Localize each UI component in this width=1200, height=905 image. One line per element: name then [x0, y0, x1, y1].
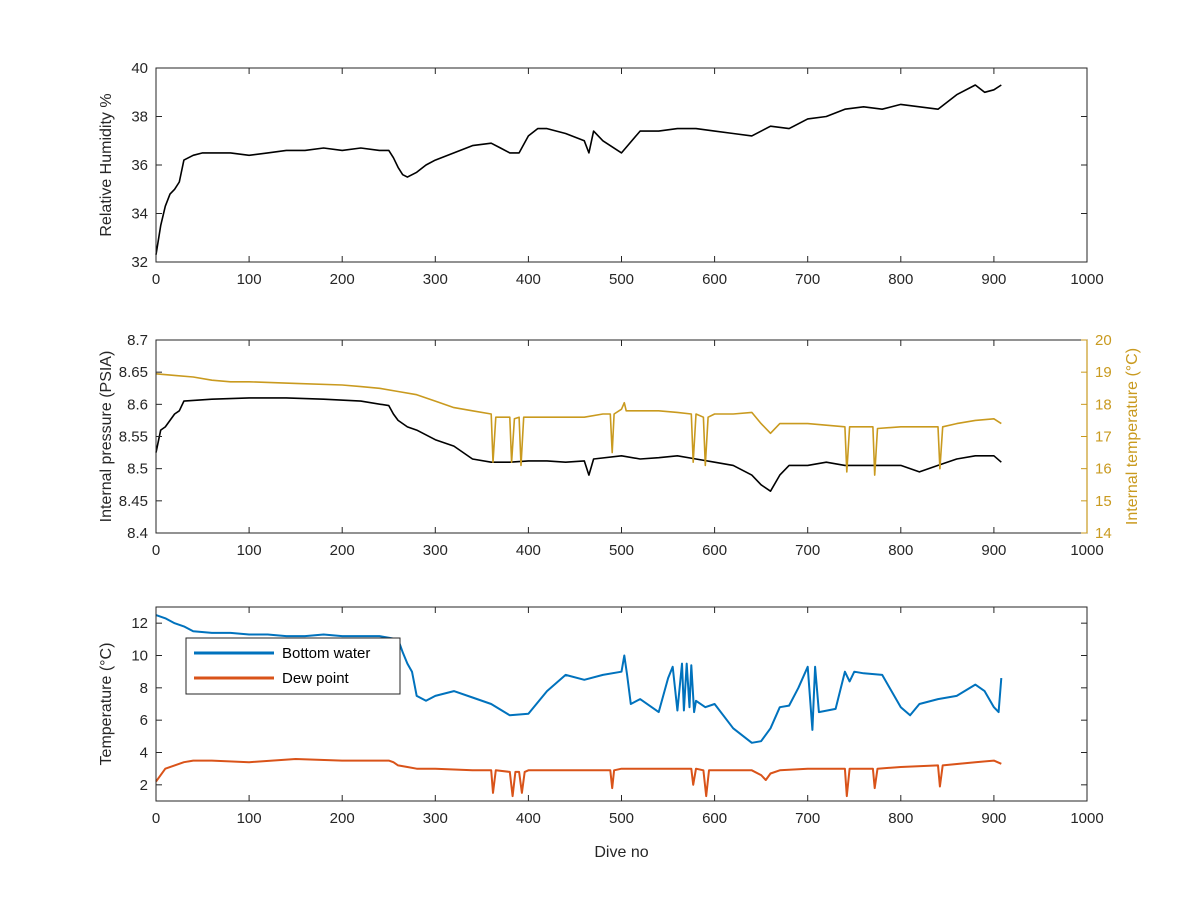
x-tick-label: 0: [152, 810, 160, 827]
legend-label: Dew point: [282, 670, 350, 687]
legend-label: Bottom water: [282, 645, 370, 662]
y2-tick-label: 14: [1095, 525, 1112, 542]
series-line-left-axis-2: [155, 397, 1002, 492]
subplot-2: 0 100 200 300 400 500 600 700 800 900 1000 8.4 8.45 8…: [98, 332, 1141, 559]
x-tick-label: 500: [609, 542, 634, 559]
subplot-3: 0 100 200 300 400 500 600 700 800 900 1000 2 4 6 8 10 12…: [98, 606, 1104, 861]
y-tick-label: 10: [131, 648, 148, 665]
x-tick-label: 900: [981, 542, 1006, 559]
x-tick-label: 400: [516, 271, 541, 288]
x-tick-label: 800: [888, 810, 913, 827]
y-tick-label: 6: [140, 712, 148, 729]
y-axis-label: Internal pressure (PSIA): [98, 351, 115, 523]
x-tick-label: 900: [981, 810, 1006, 827]
x-tick-label: 700: [795, 810, 820, 827]
subplot-1: 0 100 200 300 400 500 600 700 800 900 1000 32 34 36 38…: [98, 60, 1104, 288]
x-tick-label: 100: [237, 810, 262, 827]
x-axis-label: Dive no: [594, 844, 648, 861]
x-tick-label: 0: [152, 542, 160, 559]
x-tick-label: 300: [423, 542, 448, 559]
y-tick-label: 40: [131, 60, 148, 77]
x-tick-label: 400: [516, 810, 541, 827]
x-tick-label: 600: [702, 810, 727, 827]
y2-tick-label: 16: [1095, 461, 1112, 478]
y-tick-label: 8.5: [127, 461, 148, 478]
x-tick-label: 100: [237, 542, 262, 559]
x-tick-label: 600: [702, 271, 727, 288]
series-line-dew-point-3: [155, 758, 1002, 798]
x-tick-label: 300: [423, 810, 448, 827]
x-tick-label: 700: [795, 271, 820, 288]
x-tick-label: 400: [516, 542, 541, 559]
y-axis-label: Temperature (°C): [98, 643, 115, 766]
series-line-bottom-water-3: [155, 614, 1003, 744]
x-tick-label: 800: [888, 542, 913, 559]
series-line-right-axis-2: [155, 373, 1002, 476]
x-tick-label: 500: [609, 810, 634, 827]
y-tick-label: 8.7: [127, 332, 148, 349]
legend-box: [185, 637, 401, 695]
y-tick-label: 38: [131, 109, 148, 126]
x-tick-label: 800: [888, 271, 913, 288]
legend: Bottom water Dew point: [185, 637, 401, 695]
y-tick-label: 36: [131, 157, 148, 174]
y-tick-label: 8: [140, 680, 148, 697]
y-axis-label: Relative Humidity %: [98, 93, 115, 236]
x-tick-label: 100: [237, 271, 262, 288]
y2-tick-label: 20: [1095, 332, 1112, 349]
x-tick-label: 200: [330, 271, 355, 288]
x-tick-label: 200: [330, 810, 355, 827]
x-tick-label: 700: [795, 542, 820, 559]
y2-axis-label: Internal temperature (°C): [1124, 348, 1141, 525]
x-tick-label: 0: [152, 271, 160, 288]
x-tick-label: 300: [423, 271, 448, 288]
y-tick-label: 8.6: [127, 396, 148, 413]
y2-tick-label: 15: [1095, 493, 1112, 510]
x-tick-label: 1000: [1070, 810, 1103, 827]
y-tick-label: 4: [140, 745, 148, 762]
x-tick-label: 900: [981, 271, 1006, 288]
x-tick-label: 600: [702, 542, 727, 559]
y-tick-label: 8.65: [119, 364, 148, 381]
x-tick-label: 1000: [1070, 271, 1103, 288]
y-tick-label: 8.45: [119, 493, 148, 510]
series-line-left-axis-1: [155, 84, 1002, 255]
y2-tick-label: 17: [1095, 429, 1112, 446]
x-tick-label: 1000: [1070, 542, 1103, 559]
y2-tick-label: 18: [1095, 396, 1112, 413]
y-tick-label: 32: [131, 254, 148, 271]
x-tick-label: 200: [330, 542, 355, 559]
y-tick-label: 12: [131, 615, 148, 632]
y-tick-label: 34: [131, 206, 148, 223]
x-tick-label: 500: [609, 271, 634, 288]
y2-tick-label: 19: [1095, 364, 1112, 381]
y-tick-label: 2: [140, 777, 148, 794]
y-tick-label: 8.4: [127, 525, 148, 542]
y-tick-label: 8.55: [119, 429, 148, 446]
